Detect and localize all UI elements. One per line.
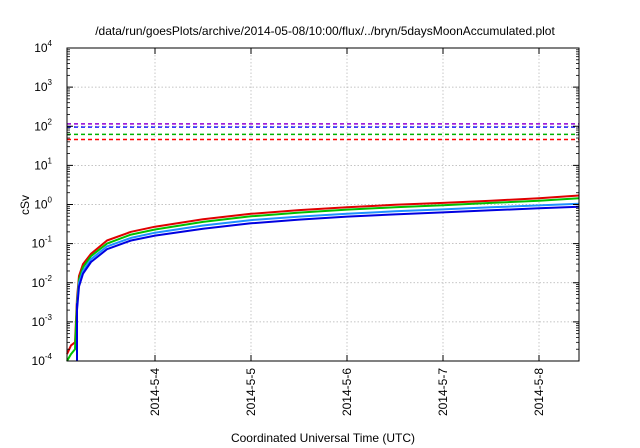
y-tick-label: 101 — [34, 156, 52, 172]
grid — [67, 47, 579, 362]
y-tick-label: 10-3 — [32, 313, 53, 329]
x-tick-label: 2014-5-5 — [244, 368, 258, 416]
y-axis-label: cSv — [18, 195, 32, 215]
series-line — [66, 197, 580, 362]
data-series — [66, 194, 580, 362]
x-axis-ticks: 2014-5-4 2014-5-5 2014-5-6 2014-5-7 2014-5-8 — [148, 48, 546, 416]
y-tick-label: 10-2 — [32, 274, 53, 290]
threshold-lines — [67, 123, 579, 141]
y-axis-ticks: 10-4 10-3 10-2 10-1 100 101 102 103 104 — [32, 39, 579, 368]
x-axis-label: Coordinated Universal Time (UTC) — [231, 431, 415, 445]
y-tick-label: 102 — [34, 117, 52, 133]
x-tick-label: 2014-5-4 — [148, 368, 162, 416]
series-line — [66, 194, 580, 355]
x-tick-label: 2014-5-7 — [436, 368, 450, 416]
y-tick-label: 103 — [34, 78, 52, 94]
y-tick-label: 10-1 — [32, 235, 53, 251]
y-tick-label: 104 — [34, 39, 52, 55]
chart-title: /data/run/goesPlots/archive/2014-05-08/1… — [95, 24, 555, 38]
x-tick-label: 2014-5-8 — [532, 368, 546, 416]
series-line — [76, 202, 580, 307]
y-tick-label: 100 — [34, 196, 52, 212]
x-tick-label: 2014-5-6 — [340, 368, 354, 416]
series-line — [76, 205, 580, 311]
y-tick-label: 10-4 — [32, 352, 53, 368]
